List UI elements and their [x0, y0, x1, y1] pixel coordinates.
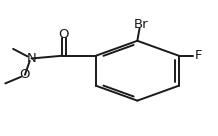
Text: O: O: [58, 27, 69, 41]
Text: O: O: [20, 68, 30, 81]
Text: F: F: [195, 49, 202, 62]
Text: Br: Br: [133, 18, 148, 31]
Text: N: N: [27, 52, 36, 65]
